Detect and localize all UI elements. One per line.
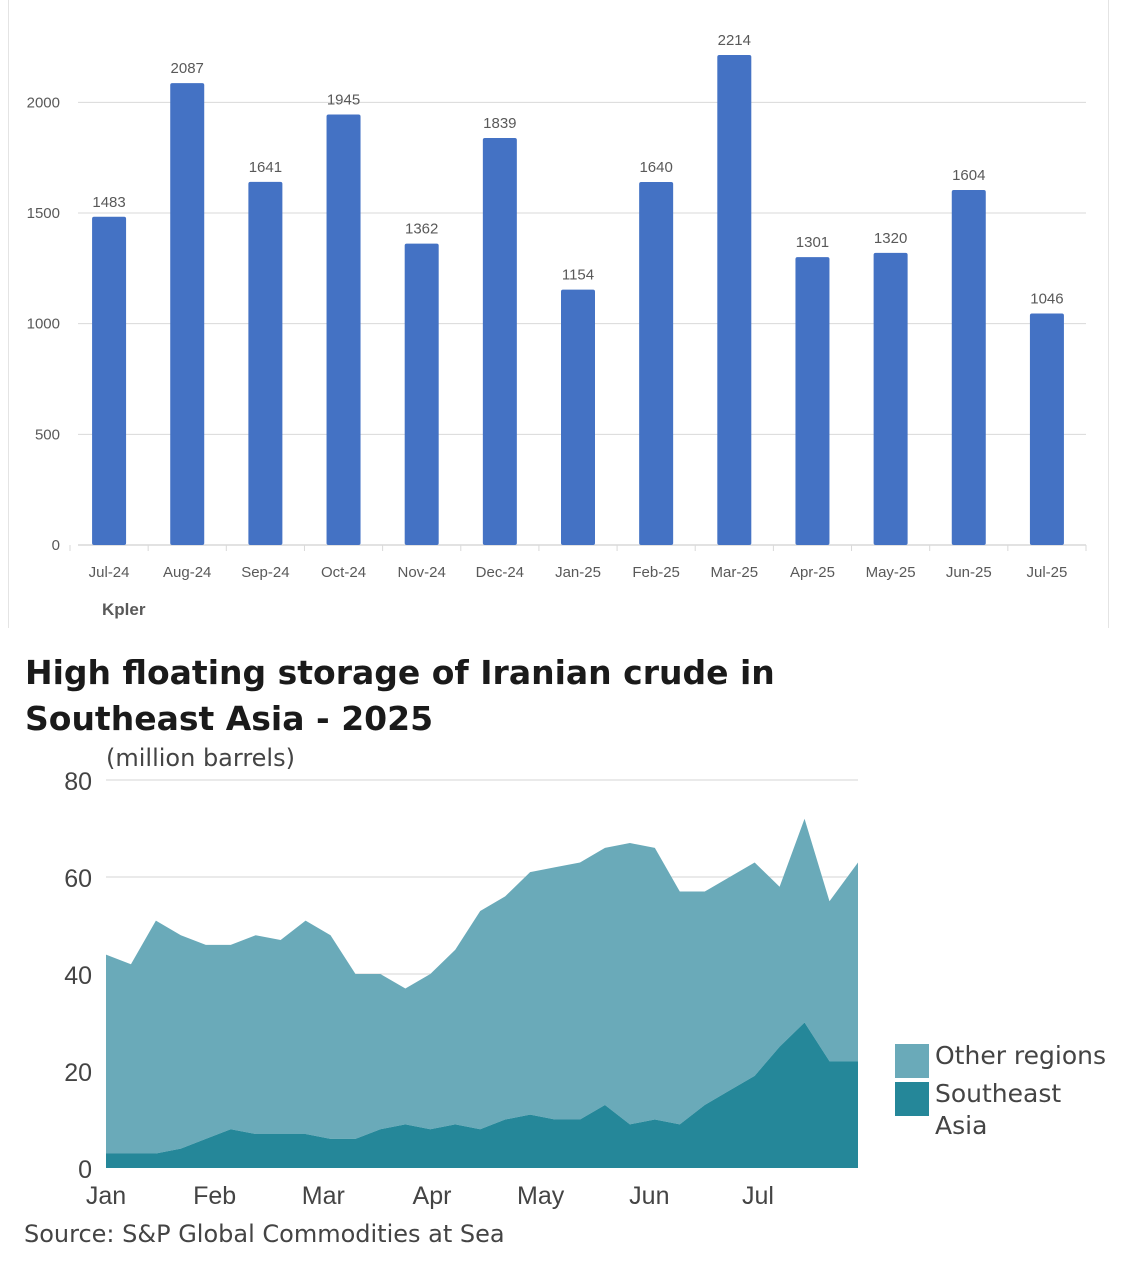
area-y-tick-label: 80 [64, 768, 92, 796]
bar-x-tick-label: Mar-25 [711, 564, 759, 581]
bar-chart-source: Kpler [102, 600, 146, 619]
bar-data-label: 1320 [874, 230, 907, 247]
bar [326, 114, 361, 545]
y-axis-unit-label: (million barrels) [106, 744, 295, 772]
bar [482, 137, 517, 546]
area-x-tick-label: Mar [302, 1182, 345, 1210]
area-chart-panel: High floating storage of Iranian crude i… [0, 628, 1123, 1278]
bar-data-label: 1046 [1030, 291, 1063, 308]
area-series-southeast-asia [106, 1022, 858, 1168]
bar-x-tick-label: Dec-24 [476, 564, 524, 581]
bar-data-label: 1301 [796, 234, 829, 251]
area-y-tick-label: 0 [78, 1156, 92, 1184]
bar-y-tick-label: 0 [52, 537, 60, 554]
bar [717, 55, 752, 545]
bar-data-label: 1604 [952, 167, 985, 184]
bar-chart: 0 500 1000 1500 2000 1483 2087 1641 1945 1362 183… [27, 32, 1087, 619]
bar-data-label: 1154 [562, 267, 594, 284]
bar [1029, 313, 1064, 545]
area-y-tick-label: 20 [64, 1059, 92, 1087]
bar [92, 216, 127, 545]
panel-left-border [8, 0, 9, 628]
bar [873, 252, 908, 546]
area-series-other-regions [106, 818, 858, 1154]
bar-x-tick-label: Aug-24 [163, 564, 211, 581]
bar-x-tick-label: Apr-25 [790, 564, 835, 581]
bar-data-label: 2087 [171, 60, 204, 77]
bar [248, 181, 283, 545]
legend-item-southeast-asia: Southeast Asia [895, 1078, 1115, 1142]
chart-title: High floating storage of Iranian crude i… [25, 653, 775, 738]
area-y-tick-label: 40 [64, 962, 92, 990]
bar [404, 243, 439, 545]
area-x-tick-label: Feb [193, 1182, 236, 1210]
bar-x-tick-label: Oct-24 [321, 564, 366, 581]
area-chart: 0 20 40 60 80 Jan Feb Mar Apr May Jun Jul [64, 768, 858, 1210]
bar-data-label: 1641 [249, 159, 282, 176]
legend-label-other-regions: Other regions [935, 1041, 1107, 1070]
bar [561, 289, 595, 545]
bar-x-tick-label: Jul-25 [1026, 564, 1067, 581]
bar-data-label: 1640 [639, 159, 672, 176]
area-y-tick-label: 60 [64, 865, 92, 893]
bar-y-tick-label: 1000 [27, 316, 60, 333]
area-x-tick-label: Jan [86, 1182, 126, 1210]
bar-y-tick-label: 1500 [27, 205, 60, 222]
legend-swatch-southeast-asia [895, 1082, 929, 1116]
bar [795, 257, 830, 545]
bar [170, 83, 205, 546]
legend-label-southeast-asia: Southeast Asia [935, 1079, 1062, 1140]
bar-x-tick-label: Jun-25 [946, 564, 992, 581]
bar-y-tick-label: 500 [35, 426, 60, 443]
legend-item-other-regions: Other regions [895, 1040, 1115, 1078]
bar-x-tick-label: Jan-25 [555, 564, 601, 581]
bar-data-label: 1839 [483, 115, 516, 132]
bar-data-label: 2214 [718, 32, 751, 49]
legend-swatch-other-regions [895, 1044, 929, 1078]
bar-x-tick-label: Feb-25 [632, 564, 680, 581]
area-x-tick-label: Apr [413, 1182, 452, 1210]
area-x-tick-label: May [517, 1182, 565, 1210]
bar-x-tick-label: Sep-24 [241, 564, 289, 581]
bar-x-tick-label: Jul-24 [89, 564, 130, 581]
bar-data-label: 1483 [92, 194, 125, 211]
bar-data-label: 1362 [405, 221, 438, 238]
kpler-bar-chart-panel: 0 500 1000 1500 2000 1483 2087 1641 1945 1362 183… [0, 0, 1123, 628]
panel-right-border [1108, 0, 1109, 628]
bar [951, 190, 986, 545]
bar-x-tick-label: Nov-24 [398, 564, 446, 581]
area-x-tick-label: Jul [742, 1182, 774, 1210]
area-x-tick-label: Jun [629, 1182, 669, 1210]
bar [639, 182, 674, 545]
bar-x-tick-label: May-25 [866, 564, 916, 581]
bar-data-label: 1945 [327, 92, 360, 109]
bar-y-tick-label: 2000 [27, 94, 60, 111]
chart-source: Source: S&P Global Commodities at Sea [24, 1220, 505, 1248]
chart-legend: Other regions Southeast Asia [895, 1040, 1115, 1142]
